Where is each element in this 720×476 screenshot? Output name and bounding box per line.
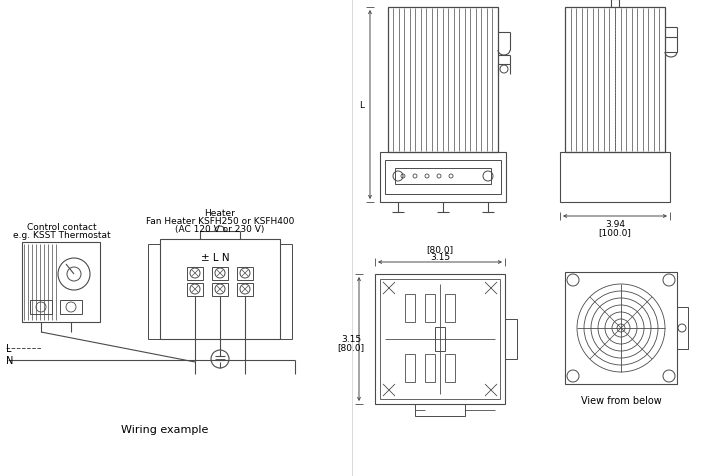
Text: ± L N: ± L N xyxy=(201,252,229,262)
Bar xyxy=(405,294,415,322)
Bar xyxy=(385,161,501,195)
Bar xyxy=(565,272,677,384)
Bar xyxy=(380,279,500,399)
Bar xyxy=(425,354,435,382)
Bar xyxy=(212,268,228,280)
Text: e.g. KSST Thermostat: e.g. KSST Thermostat xyxy=(13,231,111,240)
Bar xyxy=(415,404,465,416)
Text: [80.0]: [80.0] xyxy=(426,245,454,254)
Text: 3.15: 3.15 xyxy=(430,252,450,261)
Text: Fan Heater KSFH250 or KSFH400: Fan Heater KSFH250 or KSFH400 xyxy=(146,217,294,226)
Bar xyxy=(237,268,253,280)
Bar xyxy=(212,283,228,297)
Bar xyxy=(405,354,415,382)
Bar xyxy=(560,153,670,203)
Bar xyxy=(237,283,253,297)
Text: Control contact: Control contact xyxy=(27,223,96,232)
Text: 3.94: 3.94 xyxy=(605,220,625,229)
Text: L: L xyxy=(6,343,12,353)
Text: Heater: Heater xyxy=(204,209,235,218)
Bar xyxy=(395,169,491,185)
Bar xyxy=(280,245,292,339)
Text: [100.0]: [100.0] xyxy=(598,228,631,237)
Bar xyxy=(677,307,688,349)
Text: L: L xyxy=(359,101,364,110)
Text: View from below: View from below xyxy=(580,395,662,405)
Bar xyxy=(380,153,506,203)
Bar xyxy=(388,8,498,153)
Text: (AC 120 V or 230 V): (AC 120 V or 230 V) xyxy=(175,225,265,234)
Bar xyxy=(30,300,52,314)
Bar xyxy=(187,268,203,280)
Bar xyxy=(505,319,517,359)
Text: Wiring example: Wiring example xyxy=(121,424,209,434)
Bar xyxy=(445,354,455,382)
Text: [80.0]: [80.0] xyxy=(338,343,364,352)
Bar xyxy=(60,300,82,314)
Bar xyxy=(445,294,455,322)
Bar xyxy=(148,245,160,339)
Bar xyxy=(22,242,100,322)
Bar xyxy=(187,283,203,297)
Text: N: N xyxy=(6,355,14,365)
Bar xyxy=(425,294,435,322)
Bar xyxy=(565,8,665,153)
Bar xyxy=(160,239,280,339)
Text: 3.15: 3.15 xyxy=(341,335,361,344)
Bar xyxy=(435,327,445,351)
Bar xyxy=(375,275,505,404)
